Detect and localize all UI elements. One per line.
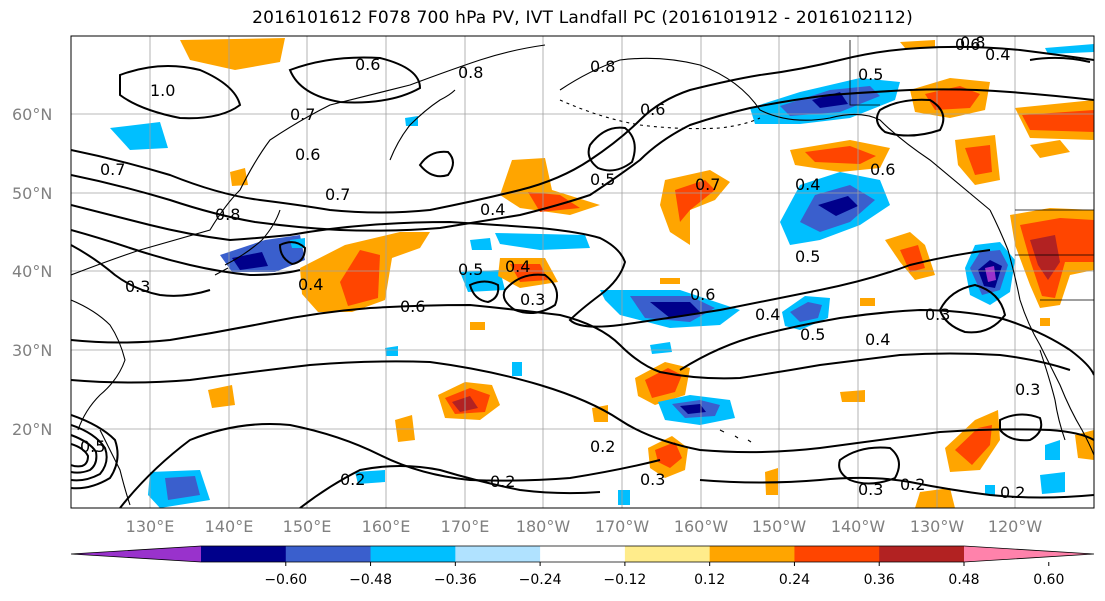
contour-label: 0.5	[800, 325, 825, 344]
colorbar-extend-max	[964, 546, 1094, 562]
contour-label: 0.6	[690, 285, 715, 304]
colorbar-outline	[70, 545, 1095, 563]
contour-label: 0.4	[480, 200, 505, 219]
contour-label: 0.3	[125, 277, 150, 296]
contour-label: 0.4	[755, 305, 780, 324]
contour-label: 0.6	[955, 35, 980, 54]
contour-label: 0.4	[505, 257, 530, 276]
contour-label: 0.2	[900, 475, 925, 494]
lon-tick-label: 120°W	[988, 517, 1043, 536]
contour-label: 0.2	[340, 470, 365, 489]
lon-tick-label: 140°E	[205, 517, 254, 536]
colorbar-tick-label: −0.12	[603, 572, 646, 588]
contour-labels: 1.0 0.6 0.8 0.8 0.6 0.5 0.8 0.7 0.6 0.7 …	[80, 33, 1040, 502]
lat-tick-label: 60°N	[12, 105, 52, 124]
contour-label: 0.7	[290, 105, 315, 124]
lon-tick-label: 170°E	[441, 517, 490, 536]
colorbar-segment	[624, 546, 711, 562]
colorbar-tick-label: −0.48	[349, 572, 392, 588]
lat-tick-label: 40°N	[12, 262, 52, 281]
contour-label: 0.5	[80, 437, 105, 456]
colorbar-extend-min	[71, 546, 201, 562]
coastlines	[71, 40, 1094, 506]
contour-label: 0.6	[640, 100, 665, 119]
contour-label: 0.5	[458, 260, 483, 279]
contour-label: 0.7	[100, 160, 125, 179]
contour-label: 0.8	[590, 57, 615, 76]
contour-label: 0.7	[695, 175, 720, 194]
lon-tick-label: 170°W	[595, 517, 650, 536]
contour-label: 0.3	[925, 305, 950, 324]
longitude-axis: 130°E 140°E 150°E 160°E 170°E 180°W 170°…	[126, 517, 1043, 536]
lat-tick-label: 20°N	[12, 420, 52, 439]
colorbar-tick-label: 0.60	[1033, 572, 1064, 588]
map-layers: 1.0 0.6 0.8 0.8 0.6 0.5 0.8 0.7 0.6 0.7 …	[71, 33, 1094, 508]
contour-label: 0.6	[870, 160, 895, 179]
colorbar-tick-label: 0.48	[948, 572, 979, 588]
contour-label: 0.4	[985, 45, 1010, 64]
colorbar-tick-label: −0.36	[434, 572, 477, 588]
lon-tick-label: 180°W	[516, 517, 571, 536]
latitude-axis: 60°N 50°N 40°N 30°N 20°N	[12, 105, 52, 439]
lon-tick-label: 150°W	[752, 517, 807, 536]
contour-label: 0.5	[590, 170, 615, 189]
colorbar-segment	[709, 546, 795, 562]
contour-label: 0.4	[298, 275, 323, 294]
lon-tick-label: 150°E	[283, 517, 332, 536]
colorbar-tick-label: 0.36	[864, 572, 895, 588]
lon-tick-label: 160°W	[674, 517, 729, 536]
colorbar-segment	[540, 546, 626, 562]
contour-label: 0.8	[458, 63, 483, 82]
lon-tick-label: 130°E	[126, 517, 175, 536]
lon-tick-label: 130°W	[910, 517, 965, 536]
contour-label: 0.3	[520, 290, 545, 309]
contour-label: 0.7	[325, 185, 350, 204]
contour-label: 0.8	[960, 33, 985, 52]
pv-contours	[71, 45, 1094, 508]
contour-label: 0.6	[400, 297, 425, 316]
colorbar-segment	[285, 546, 372, 562]
contour-label: 0.6	[355, 55, 380, 74]
contour-label: 0.5	[795, 247, 820, 266]
colorbar-tick-label: −0.24	[519, 572, 562, 588]
colorbar-segment	[201, 546, 287, 562]
contour-label: 0.2	[1000, 483, 1025, 502]
colorbar-segment	[794, 546, 880, 562]
contour-label: 0.2	[590, 437, 615, 456]
map-frame	[70, 35, 1095, 509]
contour-label: 0.3	[858, 480, 883, 499]
colorbar-tick-label: 0.24	[779, 572, 810, 588]
lon-tick-label: 140°W	[831, 517, 886, 536]
colorbar: −0.60 −0.48 −0.36 −0.24 −0.12 0.12 0.24 0.36 0.4…	[70, 545, 1095, 588]
contour-label: 0.6	[295, 145, 320, 164]
contour-label: 0.2	[490, 472, 515, 491]
colorbar-segment	[370, 546, 456, 562]
lon-tick-label: 160°E	[362, 517, 411, 536]
contour-label: 0.5	[858, 65, 883, 84]
colorbar-segment	[879, 546, 965, 562]
colorbar-segment	[455, 546, 541, 562]
contour-label: 0.8	[215, 205, 240, 224]
lat-tick-label: 50°N	[12, 184, 52, 203]
colorbar-tick-label: −0.60	[264, 572, 307, 588]
colorbar-tick-label: 0.12	[694, 572, 725, 588]
contour-label: 0.4	[795, 175, 820, 194]
contour-label: 0.3	[640, 470, 665, 489]
figure-title: 2016101612 F078 700 hPa PV, IVT Landfall…	[252, 8, 913, 28]
contour-label: 0.4	[865, 330, 890, 349]
graticule	[71, 36, 1094, 508]
contour-label: 0.3	[1015, 380, 1040, 399]
contour-label: 1.0	[150, 81, 175, 100]
lat-tick-label: 30°N	[12, 341, 52, 360]
